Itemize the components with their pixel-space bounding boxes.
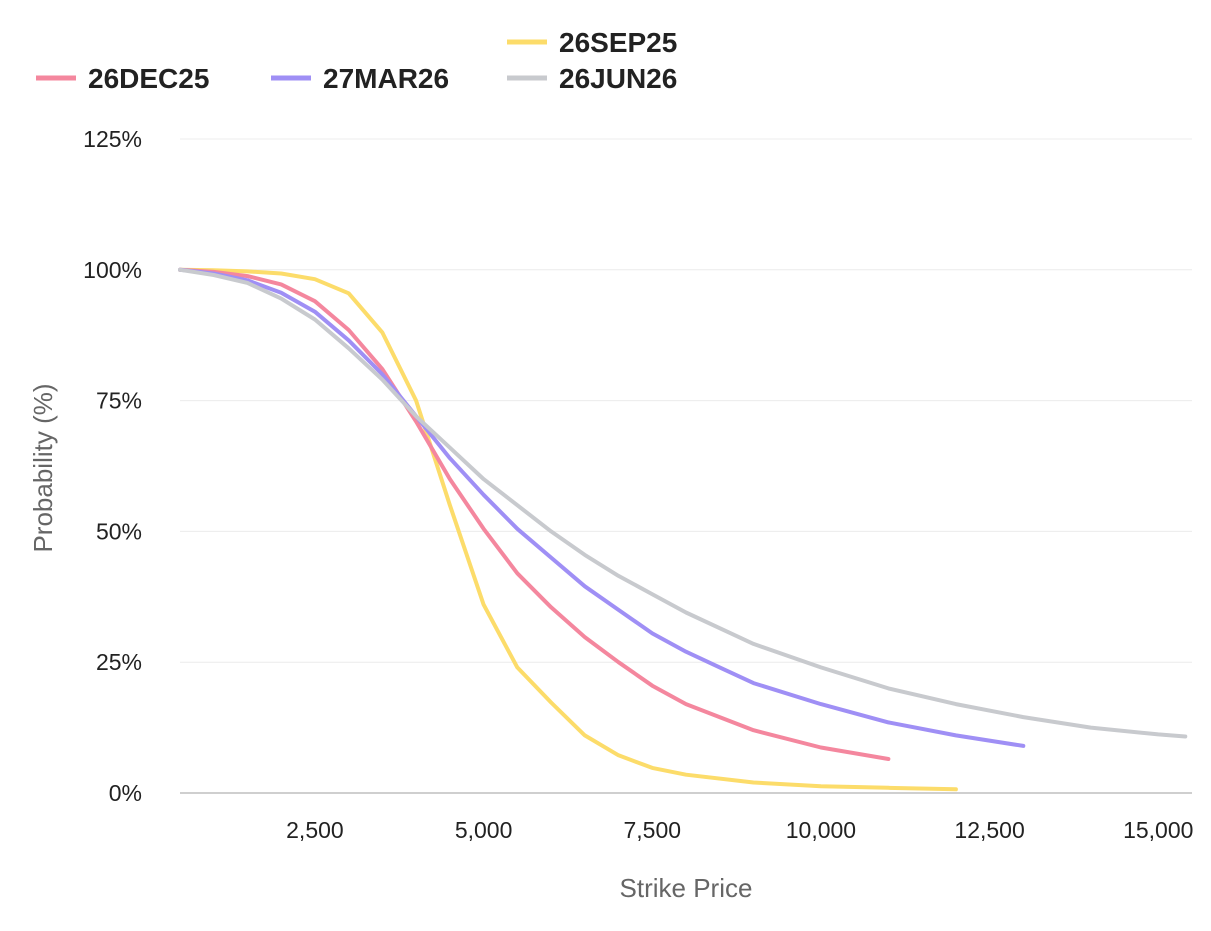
y-tick-label: 25% <box>96 649 142 675</box>
legend-label: 27MAR26 <box>323 63 449 94</box>
y-tick-label: 50% <box>96 518 142 544</box>
x-tick-label: 15,000 <box>1123 817 1193 843</box>
legend-label: 26SEP25 <box>559 27 677 58</box>
series-line-26jun26 <box>178 267 1188 739</box>
y-tick-label: 75% <box>96 388 142 414</box>
x-tick-label: 7,500 <box>623 817 681 843</box>
chart-grid <box>180 138 1192 663</box>
series-line-26sep25 <box>178 267 958 792</box>
legend-item-27mar26[interactable]: 27MAR26 <box>271 63 449 94</box>
series-line-27mar26 <box>178 267 1026 748</box>
legend-item-26sep25[interactable]: 26SEP25 <box>507 27 677 58</box>
legend-label: 26DEC25 <box>88 63 209 94</box>
series-line-26dec25 <box>178 267 891 761</box>
legend-label: 26JUN26 <box>559 63 677 94</box>
x-tick-label: 2,500 <box>286 817 344 843</box>
x-axis-ticks: 2,500 5,000 7,500 10,000 12,500 15,000 <box>286 817 1193 843</box>
legend-item-26jun26[interactable]: 26JUN26 <box>507 63 677 94</box>
y-tick-label: 0% <box>109 780 142 806</box>
x-tick-label: 10,000 <box>786 817 856 843</box>
x-tick-label: 12,500 <box>954 817 1024 843</box>
x-axis-title: Strike Price <box>620 873 753 903</box>
chart-legend: 26SEP25 26DEC25 27MAR26 26JUN26 <box>36 27 677 94</box>
y-tick-label: 125% <box>83 126 142 152</box>
y-axis-ticks: 0% 25% 50% 75% 100% 125% <box>83 126 142 806</box>
y-tick-label: 100% <box>83 257 142 283</box>
chart-series <box>178 267 1188 792</box>
x-tick-label: 5,000 <box>455 817 513 843</box>
legend-item-26dec25[interactable]: 26DEC25 <box>36 63 209 94</box>
y-axis-title: Probability (%) <box>28 383 58 552</box>
